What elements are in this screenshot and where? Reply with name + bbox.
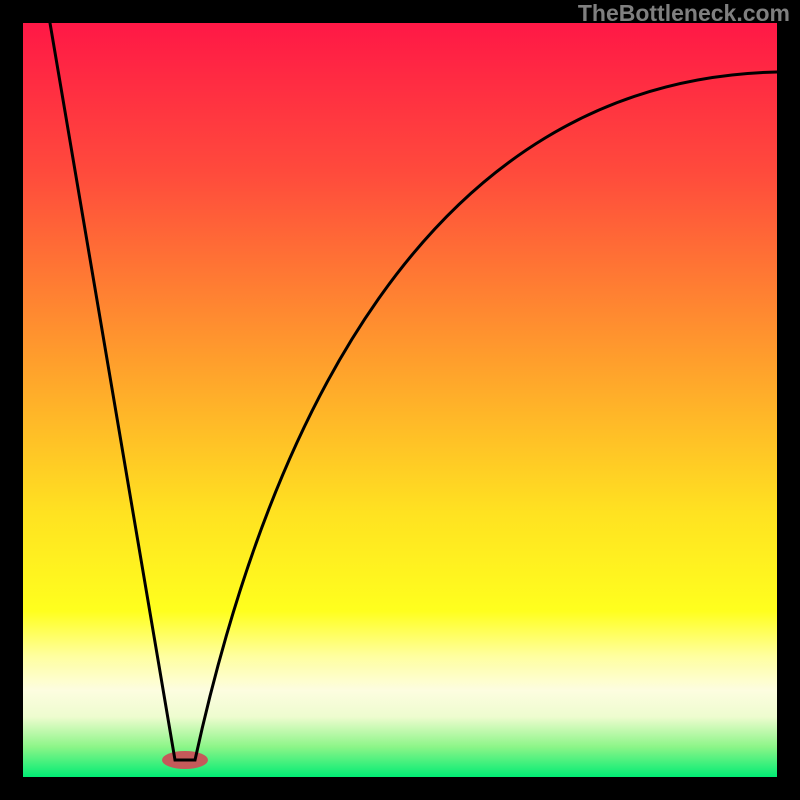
bottleneck-chart [0,0,800,800]
chart-container: TheBottleneck.com [0,0,800,800]
watermark-text: TheBottleneck.com [578,0,790,27]
plot-area [23,23,777,777]
